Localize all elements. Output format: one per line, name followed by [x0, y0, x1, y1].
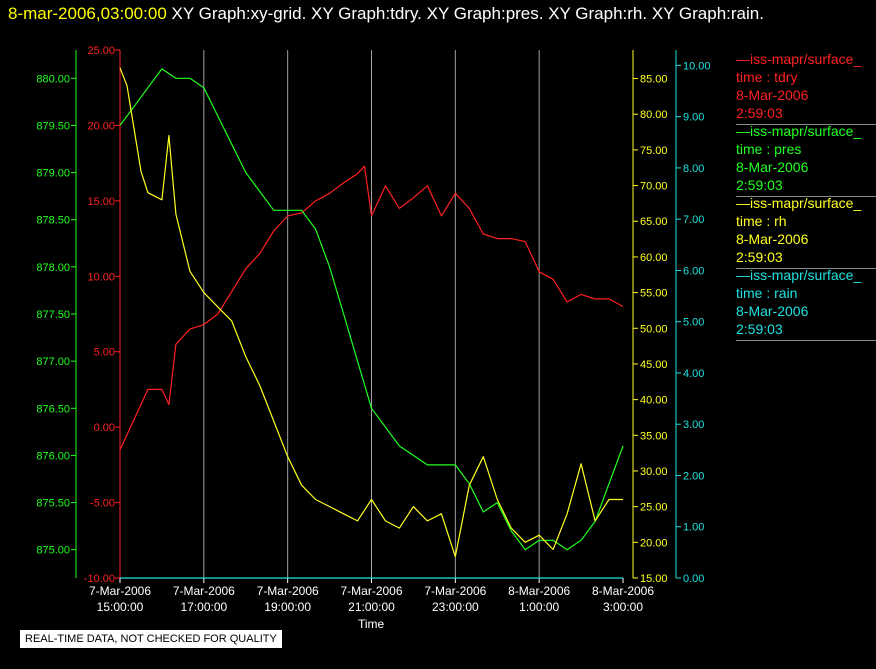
x-tick-label: 8-Mar-2006 1:00:00 [508, 584, 570, 614]
legend-source: —iss-mapr/surface_ [736, 123, 862, 139]
rh-tick-label: 30.00 [640, 466, 668, 478]
pres-tick-label: 878.50 [36, 215, 70, 227]
rain-tick-label: 9.00 [683, 112, 704, 124]
legend-entry: —iss-mapr/surface_time : rain 8-Mar-2006 2… [736, 266, 876, 341]
series-line-tdry [119, 165, 624, 451]
legend-entry: —iss-mapr/surface_time : pres 8-Mar-2006 2… [736, 122, 876, 197]
legend-date: 8-Mar-2006 [736, 231, 809, 247]
rh-tick-label: 85.00 [640, 74, 668, 86]
tdry-tick-label: 10.00 [87, 271, 115, 283]
rain-tick-label: 5.00 [683, 317, 704, 329]
quality-disclaimer: REAL-TIME DATA, NOT CHECKED FOR QUALITY [20, 630, 282, 648]
title-graph-list: XY Graph:xy-grid. XY Graph:tdry. XY Grap… [171, 4, 764, 23]
rh-tick-label: 40.00 [640, 395, 668, 407]
pres-tick-label: 877.50 [36, 309, 70, 321]
tdry-tick-label: -10.00 [84, 573, 115, 585]
legend-source: —iss-mapr/surface_ [736, 267, 862, 283]
rain-tick-label: 7.00 [683, 214, 704, 226]
rh-tick-label: 50.00 [640, 323, 668, 335]
legend-separator [736, 268, 876, 269]
title-time: 8-mar-2006,03:00:00 [8, 4, 167, 23]
legend-field: time : rh [736, 213, 787, 229]
x-tick-label: 7-Mar-2006 19:00:00 [257, 584, 319, 614]
legend-source: —iss-mapr/surface_ [736, 195, 862, 211]
legend-date: 8-Mar-2006 [736, 87, 809, 103]
legend-separator [736, 124, 876, 125]
pres-tick-label: 875.00 [36, 545, 70, 557]
pres-tick-label: 875.50 [36, 498, 70, 510]
series-line-pres [119, 68, 624, 551]
legend-time: 2:59:03 [736, 105, 783, 121]
rh-tick-label: 15.00 [640, 573, 668, 585]
legend-time: 2:59:03 [736, 321, 783, 337]
legend-entry: —iss-mapr/surface_time : rh 8-Mar-2006 2:5… [736, 194, 876, 269]
x-tick-label: 7-Mar-2006 15:00:00 [89, 584, 151, 614]
rain-tick-label: 2.00 [683, 470, 704, 482]
rh-tick-label: 70.00 [640, 181, 668, 193]
rh-tick-label: 75.00 [640, 145, 668, 157]
rain-tick-label: 1.00 [683, 522, 704, 534]
rain-tick-label: 4.00 [683, 368, 704, 380]
pres-tick-label: 880.00 [36, 73, 70, 85]
rain-tick-label: 0.00 [683, 573, 704, 585]
tdry-tick-label: 20.00 [87, 120, 115, 132]
rh-tick-label: 65.00 [640, 216, 668, 228]
rain-tick-label: 10.00 [683, 60, 711, 72]
legend-date: 8-Mar-2006 [736, 303, 809, 319]
tdry-tick-label: 15.00 [87, 196, 115, 208]
x-tick-label: 7-Mar-2006 23:00:00 [424, 584, 486, 614]
pres-tick-label: 876.50 [36, 403, 70, 415]
rain-tick-label: 6.00 [683, 265, 704, 277]
rain-tick-label: 8.00 [683, 163, 704, 175]
rh-tick-label: 55.00 [640, 288, 668, 300]
legend-time: 2:59:03 [736, 249, 783, 265]
tdry-tick-label: 25.00 [87, 45, 115, 57]
rh-tick-label: 25.00 [640, 502, 668, 514]
legend-field: time : rain [736, 285, 798, 301]
x-tick-label: 7-Mar-2006 21:00:00 [340, 584, 402, 614]
pres-tick-label: 876.00 [36, 450, 70, 462]
legend-field: time : tdry [736, 69, 798, 85]
x-tick-label: 8-Mar-2006 3:00:00 [592, 584, 654, 614]
rain-tick-label: 3.00 [683, 419, 704, 431]
graph-title: 8-mar-2006,03:00:00 XY Graph:xy-grid. XY… [8, 4, 764, 24]
tdry-tick-label: 0.00 [94, 422, 115, 434]
legend-entry: —iss-mapr/surface_time : tdry 8-Mar-2006 2… [736, 50, 876, 125]
legend-field: time : pres [736, 141, 802, 157]
pres-tick-label: 877.00 [36, 356, 70, 368]
legend-source: —iss-mapr/surface_ [736, 51, 862, 67]
rh-tick-label: 80.00 [640, 109, 668, 121]
legend-date: 8-Mar-2006 [736, 159, 809, 175]
rh-tick-label: 60.00 [640, 252, 668, 264]
series-line-rh [119, 67, 623, 558]
pres-tick-label: 878.00 [36, 262, 70, 274]
tdry-tick-label: 5.00 [94, 347, 115, 359]
x-axis-title: Time [358, 617, 385, 631]
rh-tick-label: 45.00 [640, 359, 668, 371]
pres-tick-label: 879.00 [36, 168, 70, 180]
legend-time: 2:59:03 [736, 177, 783, 193]
tdry-tick-label: -5.00 [90, 498, 115, 510]
rh-tick-label: 20.00 [640, 537, 668, 549]
x-tick-label: 7-Mar-2006 17:00:00 [173, 584, 235, 614]
rh-tick-label: 35.00 [640, 430, 668, 442]
legend-separator [736, 196, 876, 197]
legend-separator [736, 340, 876, 341]
pres-tick-label: 879.50 [36, 120, 70, 132]
